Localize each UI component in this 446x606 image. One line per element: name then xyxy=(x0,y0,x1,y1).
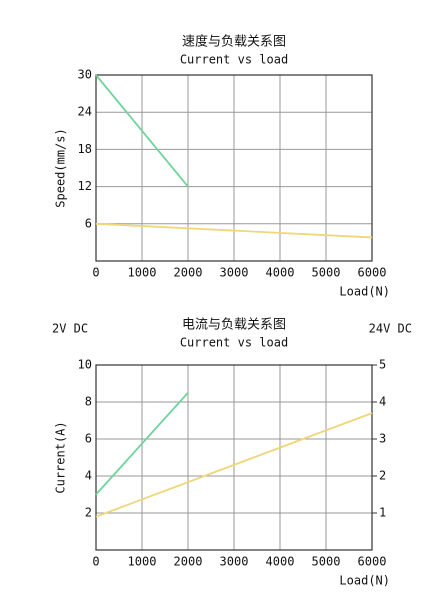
y-axis-label: Current(A) xyxy=(54,421,68,493)
x-tick-label: 0 xyxy=(92,555,99,569)
y-tick-label: 12 xyxy=(78,179,92,193)
x-tick-label: 5000 xyxy=(312,555,341,569)
left-note: 2V DC xyxy=(52,322,88,336)
x-tick-label: 6000 xyxy=(358,555,387,569)
y-tick-label: 30 xyxy=(78,68,92,82)
x-axis-label: Load(N) xyxy=(339,574,390,588)
y2-tick-label: 2 xyxy=(379,469,386,483)
y-tick-label: 6 xyxy=(85,432,92,446)
chart-title: 速度与负载关系图 xyxy=(182,34,286,50)
data-line xyxy=(95,412,373,518)
right-note: 24V DC xyxy=(369,322,412,336)
y2-tick-label: 4 xyxy=(379,395,386,409)
data-line xyxy=(95,74,189,188)
plot-frame xyxy=(95,74,373,262)
y-tick-label: 18 xyxy=(78,142,92,156)
data-line xyxy=(95,392,189,496)
x-tick-label: 4000 xyxy=(266,266,295,280)
y2-tick-label: 1 xyxy=(379,506,386,520)
x-tick-label: 1000 xyxy=(128,266,157,280)
y2-tick-label: 5 xyxy=(379,358,386,372)
y-tick-label: 2 xyxy=(85,506,92,520)
x-tick-label: 3000 xyxy=(220,266,249,280)
y2-tick-label: 3 xyxy=(379,432,386,446)
y-tick-label: 10 xyxy=(78,358,92,372)
x-axis-label: Load(N) xyxy=(339,285,390,299)
data-line xyxy=(95,222,373,239)
x-tick-label: 2000 xyxy=(174,266,203,280)
y-tick-label: 6 xyxy=(85,216,92,230)
plot-frame xyxy=(95,364,373,551)
chart-subtitle: Current vs load xyxy=(180,53,288,67)
y-tick-label: 24 xyxy=(78,105,92,119)
x-tick-label: 1000 xyxy=(128,555,157,569)
x-tick-label: 2000 xyxy=(174,555,203,569)
y-axis-label: Speed(mm/s) xyxy=(54,128,68,207)
x-tick-label: 3000 xyxy=(220,555,249,569)
y-tick-label: 8 xyxy=(85,395,92,409)
x-tick-label: 4000 xyxy=(266,555,295,569)
x-tick-label: 0 xyxy=(92,266,99,280)
x-tick-label: 5000 xyxy=(312,266,341,280)
x-tick-label: 6000 xyxy=(358,266,387,280)
y-tick-label: 4 xyxy=(85,469,92,483)
chart-title: 电流与负载关系图 xyxy=(182,318,286,333)
chart-subtitle: Current vs load xyxy=(180,336,288,350)
